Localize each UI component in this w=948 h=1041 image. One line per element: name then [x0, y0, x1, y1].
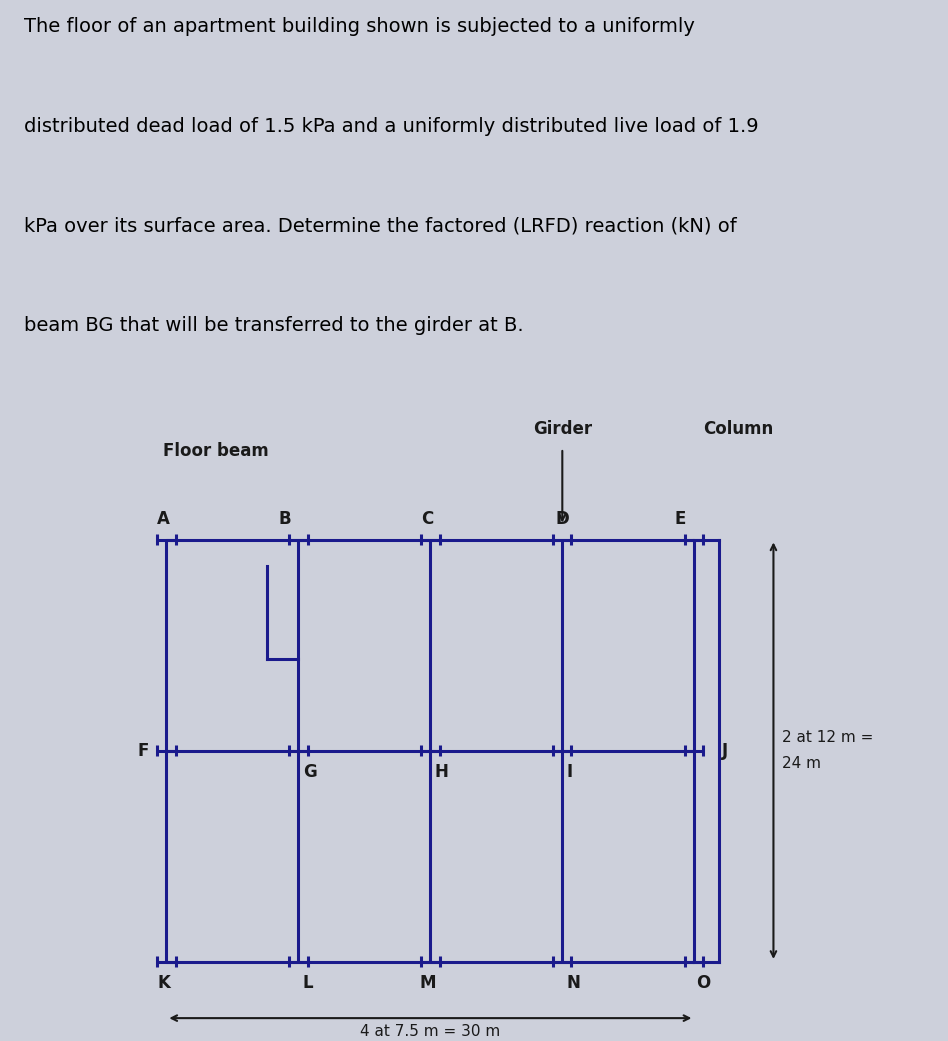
Text: J: J	[722, 741, 729, 760]
Text: M: M	[419, 974, 436, 992]
Text: D: D	[556, 510, 569, 528]
Text: kPa over its surface area. Determine the factored (LRFD) reaction (kN) of: kPa over its surface area. Determine the…	[24, 217, 737, 235]
Text: A: A	[157, 510, 171, 528]
Text: E: E	[675, 510, 686, 528]
Text: The floor of an apartment building shown is subjected to a uniformly: The floor of an apartment building shown…	[24, 17, 695, 35]
Text: H: H	[435, 763, 448, 781]
Text: C: C	[422, 510, 434, 528]
Text: Floor beam: Floor beam	[163, 442, 268, 460]
Text: G: G	[302, 763, 317, 781]
Text: L: L	[302, 974, 314, 992]
Text: I: I	[567, 763, 573, 781]
Text: 24 m: 24 m	[782, 756, 821, 771]
Text: K: K	[157, 974, 171, 992]
Text: distributed dead load of 1.5 kPa and a uniformly distributed live load of 1.9: distributed dead load of 1.5 kPa and a u…	[24, 117, 758, 135]
Text: 2 at 12 m =: 2 at 12 m =	[782, 731, 874, 745]
Text: beam BG that will be transferred to the girder at B.: beam BG that will be transferred to the …	[24, 316, 523, 335]
Text: Girder: Girder	[533, 420, 592, 437]
Text: 4 at 7.5 m = 30 m: 4 at 7.5 m = 30 m	[360, 1024, 501, 1039]
Text: Column: Column	[703, 420, 774, 437]
Text: O: O	[696, 974, 710, 992]
Text: B: B	[278, 510, 291, 528]
Text: N: N	[567, 974, 580, 992]
Text: F: F	[137, 741, 149, 760]
